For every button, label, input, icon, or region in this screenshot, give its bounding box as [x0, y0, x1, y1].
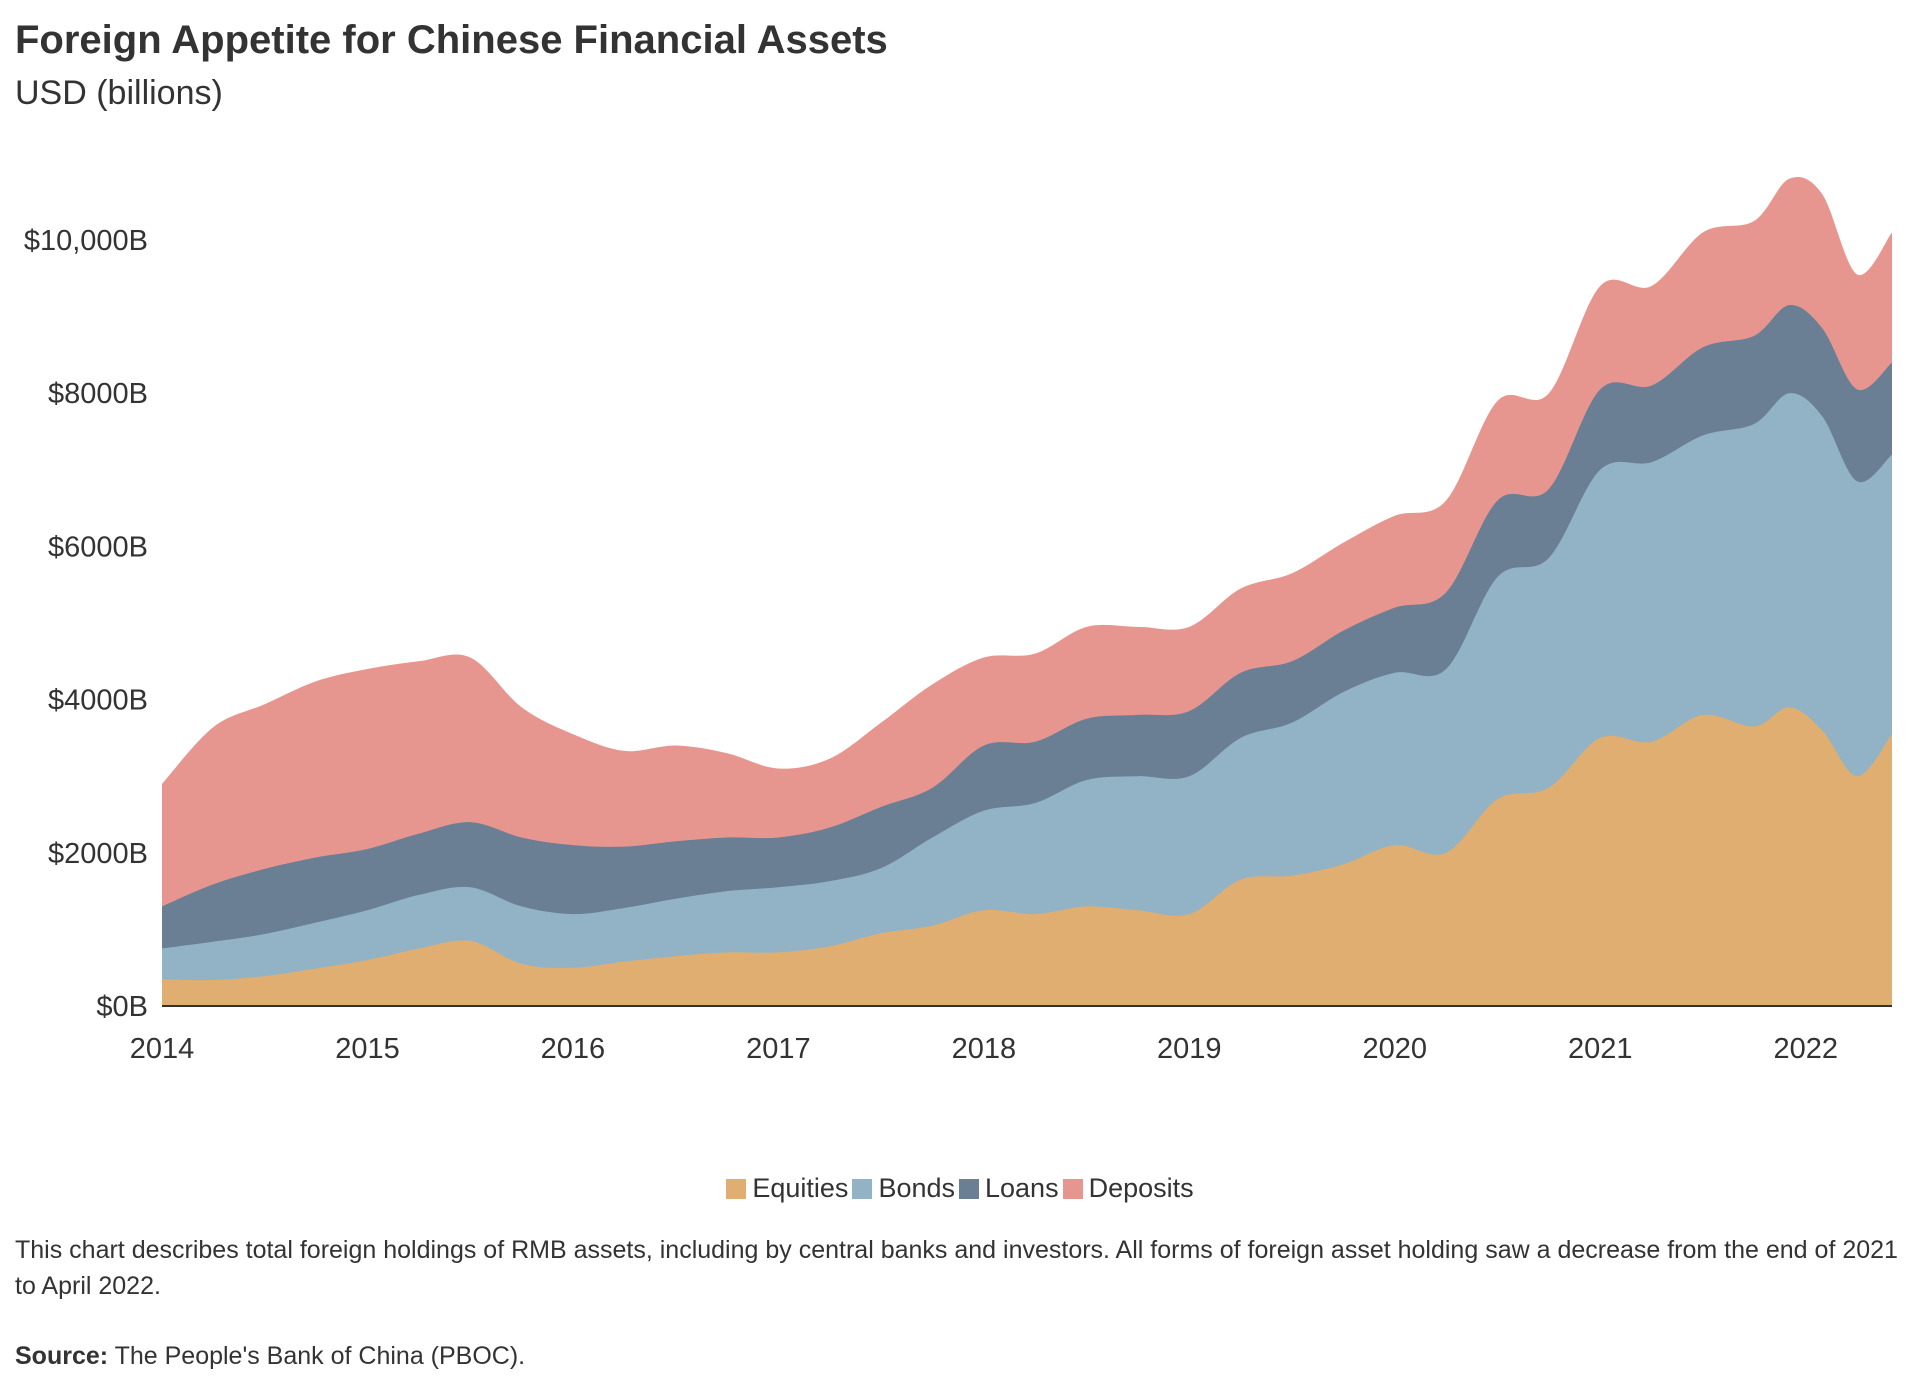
legend-label: Bonds	[878, 1173, 955, 1203]
y-tick-label: $6000B	[48, 531, 148, 563]
legend-item-equities: Equities	[726, 1173, 848, 1204]
chart-title: Foreign Appetite for Chinese Financial A…	[15, 18, 888, 62]
x-tick-label: 2020	[1363, 1033, 1428, 1065]
x-tick-label: 2017	[746, 1033, 811, 1065]
legend-swatch	[852, 1179, 873, 1199]
x-tick-label: 2015	[335, 1033, 400, 1065]
y-tick-label: $8000B	[48, 378, 148, 410]
legend-item-deposits: Deposits	[1062, 1173, 1194, 1204]
y-tick-label: $0B	[96, 991, 148, 1023]
legend-item-loans: Loans	[959, 1173, 1059, 1204]
legend-label: Loans	[985, 1173, 1059, 1203]
legend-swatch	[726, 1179, 747, 1199]
x-tick-label: 2016	[541, 1033, 606, 1065]
area-series-group	[162, 176, 1892, 1006]
y-tick-label: $2000B	[48, 838, 148, 870]
source-note: Source: The People's Bank of China (PBOC…	[15, 1342, 525, 1371]
legend-swatch	[1062, 1179, 1083, 1199]
source-label: Source:	[15, 1342, 109, 1370]
source-text: The People's Bank of China (PBOC).	[108, 1342, 526, 1370]
y-tick-label: $10,000B	[24, 225, 148, 257]
x-tick-label: 2019	[1157, 1033, 1222, 1065]
legend-label: Deposits	[1088, 1173, 1194, 1203]
legend-label: Equities	[752, 1173, 849, 1203]
x-tick-label: 2022	[1773, 1033, 1838, 1065]
chart-subtitle: USD (billions)	[15, 74, 223, 112]
area-equities	[162, 707, 1892, 1006]
legend-swatch	[959, 1179, 979, 1199]
stacked-area-chart: $0B $2000B $4000B $6000B $8000B $10,000B 2014…	[24, 176, 1892, 1065]
chart-legend: Equities Bonds Loans Deposits	[0, 1173, 1920, 1204]
x-tick-label: 2018	[952, 1033, 1017, 1065]
x-axis-ticks: 2014 2015 2016 2017 2018 2019 2020 2021 2022	[130, 1033, 1838, 1065]
x-tick-label: 2021	[1568, 1033, 1633, 1065]
chart-description: This chart describes total foreign holdi…	[15, 1236, 1898, 1300]
legend-item-bonds: Bonds	[852, 1173, 955, 1204]
x-tick-label: 2014	[130, 1033, 195, 1065]
y-tick-label: $4000B	[48, 685, 148, 717]
y-axis-ticks: $0B $2000B $4000B $6000B $8000B $10,000B	[24, 225, 148, 1023]
